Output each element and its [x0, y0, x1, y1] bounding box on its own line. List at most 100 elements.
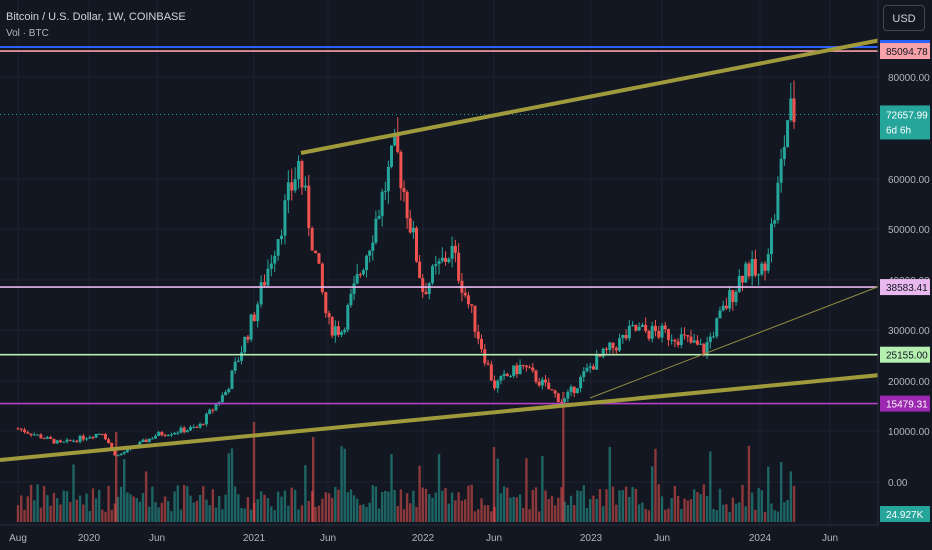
volume-bar	[300, 505, 304, 522]
volume-bar	[789, 471, 792, 522]
candle-body	[750, 258, 754, 277]
candle-body	[195, 426, 199, 428]
candle-body	[647, 331, 651, 339]
volume-bar	[598, 489, 602, 522]
candle-body	[744, 263, 748, 283]
volume-bar	[98, 489, 101, 522]
currency-button[interactable]: USD	[883, 5, 925, 31]
volume-bar	[563, 501, 566, 522]
candle-body	[712, 336, 716, 338]
volume-bar	[509, 497, 512, 522]
volume-bar	[431, 497, 434, 522]
volume-bar	[712, 508, 715, 522]
volume-bar	[402, 509, 406, 522]
candle-body	[371, 242, 375, 251]
candle-body	[396, 133, 400, 152]
volume-bar	[483, 505, 486, 522]
volume-bar	[518, 494, 522, 522]
volume-bar	[290, 487, 293, 522]
candle-body	[85, 438, 89, 440]
price-tick-label: 60000.00	[888, 175, 930, 186]
volume-bar	[734, 503, 738, 522]
volume-bar	[20, 495, 23, 522]
volume-bar	[624, 486, 628, 522]
volume-bar	[349, 489, 353, 522]
time-tick-label: Jun	[822, 533, 838, 544]
candle-body	[528, 367, 532, 369]
candle-body	[515, 365, 519, 375]
volume-bar	[42, 486, 46, 522]
volume-bar	[637, 504, 641, 522]
candle-body	[569, 386, 573, 392]
candle-body	[173, 432, 177, 435]
volume-bar	[173, 491, 176, 522]
volume-bar	[227, 453, 230, 522]
volume-bar	[667, 508, 670, 522]
candle-body	[741, 275, 744, 283]
volume-bar	[776, 511, 780, 522]
volume-bar	[512, 496, 515, 522]
volume-bar	[693, 489, 696, 522]
candle-body	[72, 440, 76, 442]
candle-body	[670, 339, 674, 341]
volume-bar	[683, 498, 686, 522]
candle-body	[686, 335, 690, 337]
candle-body	[715, 318, 719, 337]
candle-body	[747, 263, 751, 277]
candle-body	[753, 258, 757, 276]
volume-bar	[763, 511, 767, 522]
candle-body	[55, 440, 59, 444]
candle-body	[518, 364, 522, 375]
volume-bar	[592, 495, 595, 522]
volume-bar	[588, 498, 592, 522]
volume-bar	[113, 503, 117, 522]
candle-body	[236, 360, 240, 362]
volume-bar	[59, 504, 62, 522]
price-tick-label: 50000.00	[888, 225, 930, 236]
candle-body	[476, 331, 480, 339]
candle-body	[601, 348, 605, 357]
volume-bar	[314, 506, 317, 522]
candle-body	[547, 382, 551, 390]
candle-body	[411, 227, 415, 233]
candle-body	[317, 253, 321, 264]
volume-bar	[470, 484, 473, 522]
candle-body	[534, 370, 538, 382]
volume-bar	[702, 484, 706, 522]
candle-body	[211, 409, 215, 411]
candle-body	[563, 398, 567, 402]
candle-body	[631, 324, 635, 326]
candle-body	[486, 363, 490, 365]
candle-body	[349, 293, 353, 306]
candle-body	[78, 435, 82, 442]
volume-bar	[195, 501, 199, 522]
volume-bar	[738, 502, 741, 522]
price-axis: 0.0010000.0020000.0030000.0040000.005000…	[877, 0, 932, 525]
volume-bar	[179, 509, 183, 522]
volume-bar	[421, 487, 424, 522]
volume-label: Vol · BTC	[6, 28, 49, 39]
candle-body	[269, 263, 273, 269]
candle-body	[575, 388, 579, 394]
volume-bar	[202, 486, 205, 522]
candle-body	[273, 255, 277, 264]
volume-bar	[506, 487, 509, 522]
volume-bar	[176, 485, 179, 522]
candle-body	[502, 373, 506, 376]
candle-body	[32, 434, 36, 436]
candle-body	[399, 151, 403, 189]
volume-bar	[631, 486, 634, 522]
volume-bar	[163, 496, 167, 522]
volume-bar	[531, 489, 534, 522]
candle-body	[300, 161, 304, 188]
candle-body	[431, 266, 435, 284]
volume-bar	[119, 486, 123, 522]
volume-bar	[547, 499, 550, 522]
volume-bar	[525, 458, 528, 522]
candle-body	[383, 191, 387, 193]
volume-bar	[741, 484, 744, 522]
level-tag	[880, 43, 930, 60]
volume-bar	[170, 511, 173, 522]
volume-bar	[550, 495, 554, 522]
